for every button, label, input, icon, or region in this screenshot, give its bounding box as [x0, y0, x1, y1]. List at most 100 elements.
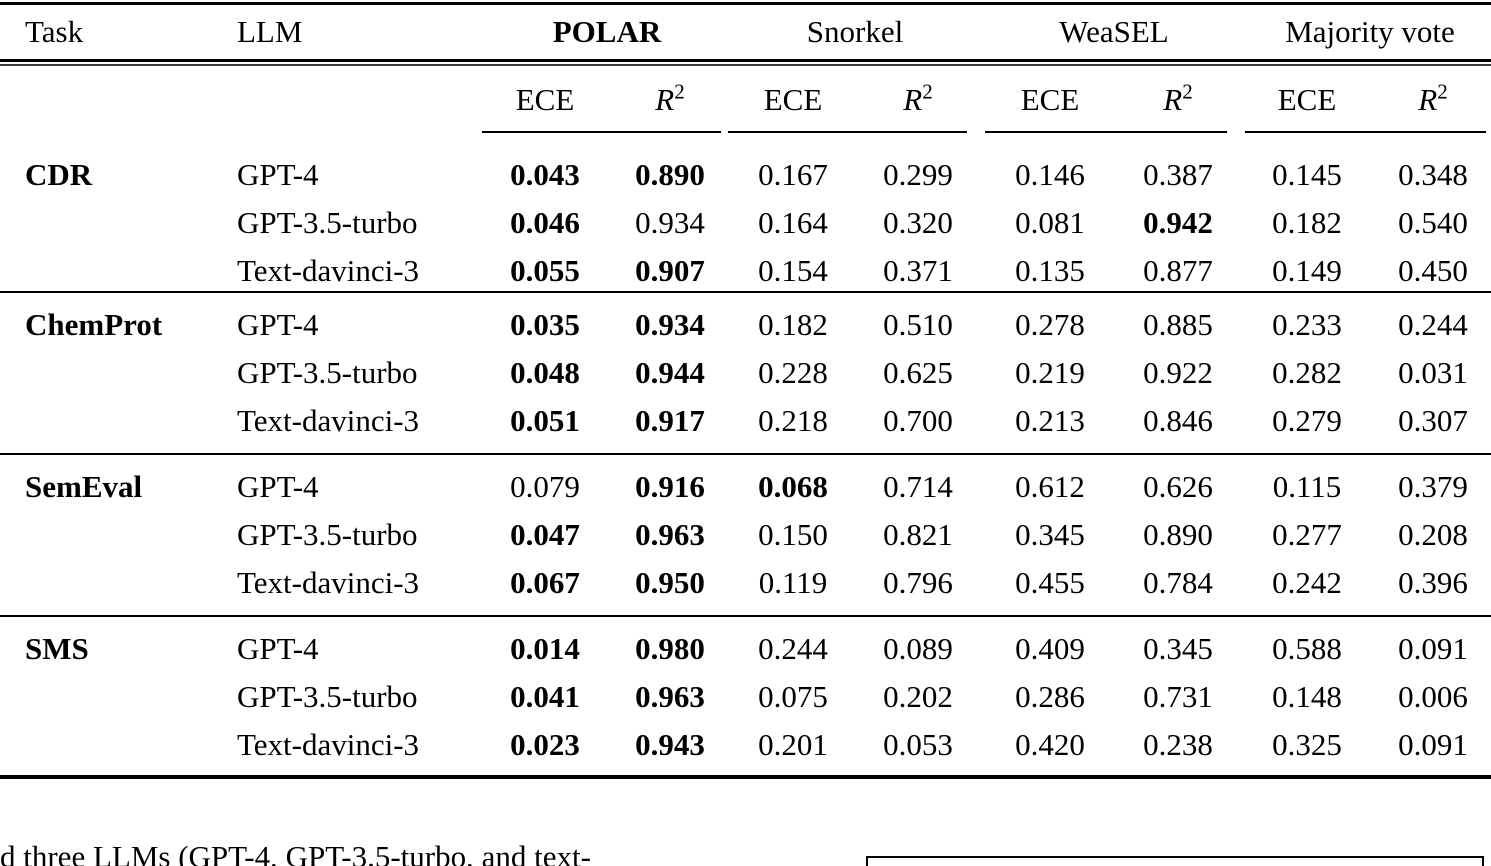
cell-value: 0.325 [1272, 727, 1342, 762]
task-label: CDR [25, 157, 93, 192]
cell-value: 0.067 [510, 565, 580, 600]
metric-cmidrule [1245, 131, 1486, 133]
cell-value: 0.348 [1398, 157, 1468, 192]
cell-value: 0.540 [1398, 205, 1468, 240]
cell-value: 0.963 [635, 679, 705, 714]
metric-header-r2-sup: 2 [674, 79, 685, 104]
metric-header-r2-base: R [1418, 82, 1438, 117]
cell-value: 0.213 [1015, 403, 1085, 438]
cell-value: 0.055 [510, 253, 580, 288]
metric-header-r2-sup: 2 [1437, 79, 1448, 104]
llm-label: GPT-3.5-turbo [237, 205, 418, 240]
metric-cmidrule [728, 131, 967, 133]
cell-value: 0.233 [1272, 307, 1342, 342]
metric-header-r2-sup: 2 [1182, 79, 1193, 104]
cell-value: 0.182 [1272, 205, 1342, 240]
llm-label: Text-davinci-3 [237, 727, 420, 762]
cell-value: 0.068 [758, 469, 828, 504]
group-separator-rule-1 [0, 291, 1491, 293]
llm-label: GPT-4 [237, 307, 319, 342]
metric-header-ece: ECE [763, 82, 823, 117]
cell-value: 0.115 [1272, 469, 1342, 504]
metric-header-r2-base: R [903, 82, 923, 117]
cell-value: 0.279 [1272, 403, 1342, 438]
metric-header-ece: ECE [1277, 82, 1337, 117]
method-header-polar: POLAR [552, 14, 662, 49]
cell-value: 0.345 [1143, 631, 1213, 666]
header-double-rule-upper [0, 59, 1491, 62]
cell-value: 0.320 [883, 205, 953, 240]
metric-header-ece: ECE [515, 82, 575, 117]
cell-value: 0.201 [758, 727, 828, 762]
cell-value: 0.075 [758, 679, 828, 714]
cell-value: 0.023 [510, 727, 580, 762]
cell-value: 0.119 [758, 565, 828, 600]
cell-value: 0.277 [1272, 517, 1342, 552]
cell-value: 0.218 [758, 403, 828, 438]
cell-value: 0.202 [883, 679, 953, 714]
cell-value: 0.917 [635, 403, 705, 438]
cell-value: 0.146 [1015, 157, 1085, 192]
cell-value: 0.877 [1143, 253, 1213, 288]
metric-header-r2: R2 [655, 78, 684, 122]
cell-value: 0.450 [1398, 253, 1468, 288]
cell-value: 0.409 [1015, 631, 1085, 666]
cell-value: 0.148 [1272, 679, 1342, 714]
cell-value: 0.091 [1398, 631, 1468, 666]
column-header-task: Task [25, 14, 84, 49]
cell-value: 0.371 [883, 253, 953, 288]
cell-value: 0.081 [1015, 205, 1085, 240]
cell-value: 0.089 [883, 631, 953, 666]
column-header-llm: LLM [237, 14, 303, 49]
cell-value: 0.626 [1143, 469, 1213, 504]
cell-value: 0.714 [883, 469, 953, 504]
cell-value: 0.980 [635, 631, 705, 666]
cell-value: 0.053 [883, 727, 953, 762]
cell-value: 0.242 [1272, 565, 1342, 600]
metric-header-r2: R2 [1418, 78, 1447, 122]
cell-value: 0.079 [510, 469, 580, 504]
llm-label: GPT-4 [237, 157, 319, 192]
cell-value: 0.041 [510, 679, 580, 714]
cell-value: 0.014 [510, 631, 580, 666]
llm-label: Text-davinci-3 [237, 253, 420, 288]
method-header-weasel: WeaSEL [1059, 14, 1169, 49]
llm-label: GPT-3.5-turbo [237, 517, 418, 552]
cell-value: 0.934 [635, 307, 705, 342]
cell-value: 0.238 [1143, 727, 1213, 762]
cell-value: 0.784 [1143, 565, 1213, 600]
cell-value: 0.244 [1398, 307, 1468, 342]
method-header-majority-vote: Majority vote [1285, 14, 1455, 49]
llm-label: GPT-4 [237, 469, 319, 504]
metric-header-r2: R2 [903, 78, 932, 122]
cell-value: 0.043 [510, 157, 580, 192]
cell-value: 0.278 [1015, 307, 1085, 342]
group-separator-rule-2 [0, 453, 1491, 455]
cell-value: 0.035 [510, 307, 580, 342]
metric-header-r2-base: R [1163, 82, 1183, 117]
method-header-snorkel: Snorkel [806, 14, 904, 49]
cell-value: 0.051 [510, 403, 580, 438]
cell-value: 0.943 [635, 727, 705, 762]
cell-value: 0.922 [1143, 355, 1213, 390]
metric-header-r2: R2 [1163, 78, 1192, 122]
header-double-rule-lower [0, 64, 1491, 66]
cell-value: 0.091 [1398, 727, 1468, 762]
llm-label: GPT-4 [237, 631, 319, 666]
cell-value: 0.379 [1398, 469, 1468, 504]
cell-value: 0.048 [510, 355, 580, 390]
table-top-rule [0, 2, 1491, 5]
cell-value: 0.286 [1015, 679, 1085, 714]
cell-value: 0.731 [1143, 679, 1213, 714]
cell-value: 0.625 [883, 355, 953, 390]
cell-value: 0.299 [883, 157, 953, 192]
metric-cmidrule [985, 131, 1227, 133]
cell-value: 0.796 [883, 565, 953, 600]
cell-value: 0.942 [1143, 205, 1213, 240]
cell-value: 0.885 [1143, 307, 1213, 342]
cell-value: 0.244 [758, 631, 828, 666]
cell-value: 0.145 [1272, 157, 1342, 192]
cell-value: 0.219 [1015, 355, 1085, 390]
cell-value: 0.963 [635, 517, 705, 552]
